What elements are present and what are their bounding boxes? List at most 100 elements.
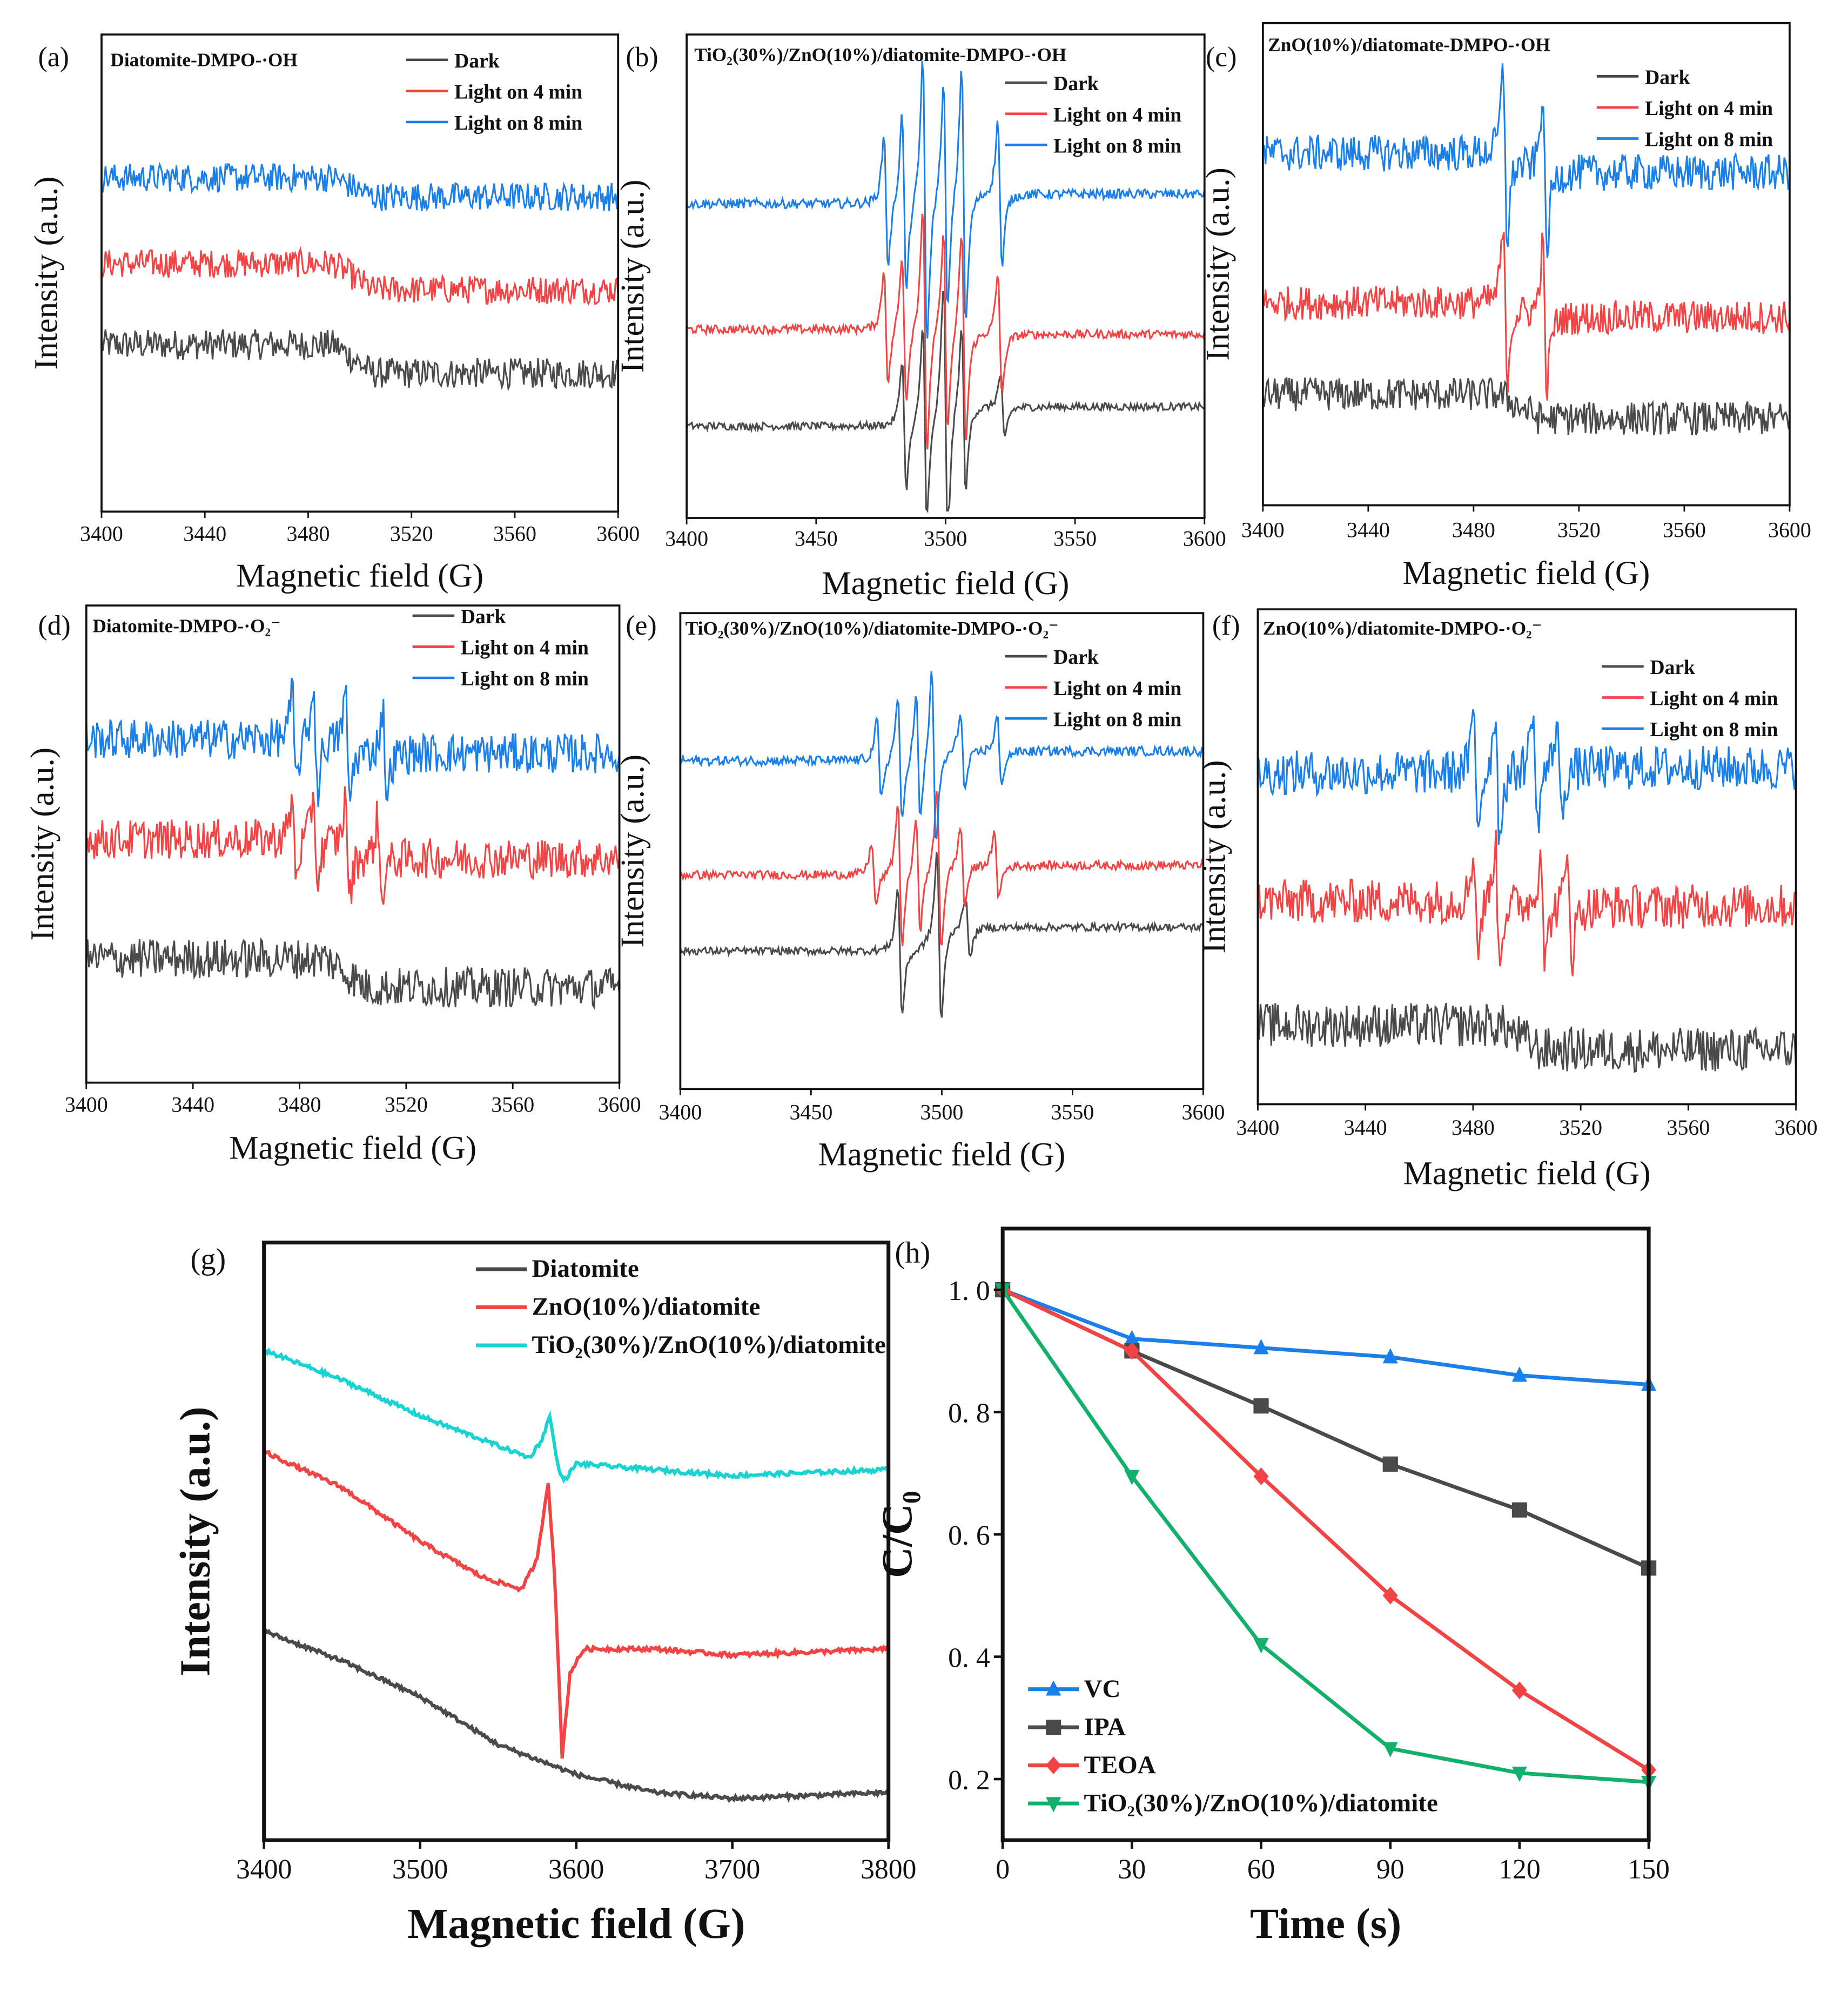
x-tick-label: 3450 (789, 1100, 832, 1124)
panel-c: 3400 3440 3480 3520 3560 3600 Magnetic field (… (1200, 22, 1811, 591)
series-line-vc (1002, 1288, 1649, 1387)
legend-marker-square (1046, 1720, 1061, 1735)
x-axis-label: Magnetic field (G) (1402, 555, 1650, 591)
legend-label: Dark (1645, 66, 1690, 89)
x-tick-label: 90 (1376, 1854, 1405, 1885)
x-tick-label: 3440 (1344, 1115, 1387, 1140)
y-axis-label: Intensity (a.u.) (615, 755, 651, 948)
legend-label: Diatomite (532, 1255, 639, 1283)
legend-label: Light on 4 min (1053, 678, 1181, 700)
panel-title: Diatomite-DMPO-·OH (110, 50, 297, 71)
x-tick-label: 3500 (920, 1100, 963, 1124)
data-point-diamond (1382, 1586, 1398, 1605)
legend-label: Light on 8 min (454, 112, 582, 134)
x-axis-label: Magnetic field (G) (236, 558, 483, 594)
legend-label: Light on 4 min (454, 81, 582, 103)
data-point-triangle-up (1124, 1330, 1140, 1345)
data-point-triangle-down (1511, 1766, 1528, 1782)
legend-marker-triangle-up (1046, 1680, 1061, 1696)
panel-title: ZnO(10%)/diatomate-DMPO-·OH (1268, 34, 1550, 55)
y-axis-label: Intensity (a.u.) (29, 177, 65, 370)
legend-label: ZnO(10%)/diatomite (532, 1293, 760, 1321)
series-line-teoa (1002, 1288, 1650, 1772)
x-tick-label: 3400 (65, 1093, 108, 1117)
panel-label: (g) (190, 1243, 226, 1276)
legend-label: Dark (454, 50, 500, 72)
x-tick-label: 3440 (171, 1093, 214, 1117)
panel-title: TiO₂(30%)/ZnO(10%)/diatomite-DMPO-·O₂⁻ (686, 618, 1059, 639)
x-tick-label: 30 (1118, 1854, 1146, 1885)
x-axis-label: Magnetic field (G) (822, 565, 1069, 602)
spectrum-light-on-8-min (85, 677, 621, 807)
panel-e: 3400 3450 3500 3550 3600 Magnetic field (G) In… (615, 610, 1225, 1173)
y-tick-label: 0. 2 (948, 1765, 990, 1796)
spectrum-light-on-4-min (100, 246, 619, 306)
legend-label: Dark (1053, 646, 1099, 669)
legend-label: TEOA (1084, 1751, 1156, 1779)
legend-label: Light on 4 min (1645, 98, 1773, 120)
x-tick-label: 3560 (1663, 517, 1706, 542)
x-tick-label: 3480 (1452, 517, 1495, 542)
panel-label: (b) (626, 42, 658, 73)
spectrum-dark (100, 329, 619, 392)
data-point-diamond (1511, 1681, 1528, 1700)
x-tick-label: 3800 (861, 1854, 916, 1885)
legend-marker-triangle-down (1046, 1797, 1061, 1813)
spectrum-dark (1256, 1002, 1797, 1073)
x-tick-label: 3400 (665, 527, 708, 551)
legend-label: Light on 8 min (1650, 719, 1778, 741)
y-axis-label: Intensity (a.u.) (615, 179, 651, 373)
x-tick-label: 3440 (1347, 517, 1390, 542)
spectrum-light-on-4-min (85, 786, 621, 905)
panel-label: (f) (1212, 610, 1240, 641)
x-tick-label: 3400 (1241, 517, 1285, 542)
legend-label: TiO₂(30%)/ZnO(10%)/diatomite (1084, 1789, 1438, 1817)
legend-label: TiO₂(30%)/ZnO(10%)/diatomite (532, 1331, 885, 1359)
legend-label: Dark (1650, 657, 1695, 679)
panel-label: (e) (626, 610, 656, 641)
legend-label: Dark (461, 606, 506, 628)
x-tick-label: 3500 (924, 527, 967, 551)
legend-label: Light on 8 min (1053, 135, 1181, 157)
x-tick-label: 3520 (1557, 517, 1601, 542)
series-line-1 (263, 1450, 889, 1759)
spectrum-light-on-4-min (686, 213, 1206, 450)
x-tick-label: 3560 (491, 1093, 534, 1117)
legend-label: VC (1084, 1675, 1121, 1703)
plot-frame (85, 604, 621, 1084)
plot-frame (1261, 22, 1791, 507)
legend-label: Light on 4 min (461, 637, 589, 659)
x-tick-label: 3700 (704, 1854, 760, 1885)
panel-h: 0 30 60 90 120 150 0. 2 0. 4 0. 6 0. 8 1. 0 Time (s… (873, 1227, 1670, 1948)
x-tick-label: 3560 (1666, 1115, 1710, 1140)
x-tick-label: 120 (1498, 1854, 1541, 1885)
spectrum-light-on-8-min (680, 671, 1204, 840)
y-axis-label: Intensity (a.u.) (172, 1406, 219, 1676)
spectrum-dark (679, 852, 1204, 1018)
x-tick-label: 3440 (183, 521, 226, 545)
panel-g: 3400 3500 3600 3700 3800 Magnetic field (G) In… (172, 1241, 916, 1948)
x-axis-label: Magnetic field (G) (229, 1130, 476, 1167)
spectrum-dark (85, 937, 621, 1010)
x-axis-label: Magnetic field (G) (407, 1900, 745, 1948)
x-tick-label: 3400 (236, 1854, 292, 1885)
y-tick-label: 0. 8 (948, 1398, 990, 1429)
x-axis-label: Time (s) (1250, 1900, 1401, 1948)
data-point-square (1511, 1502, 1528, 1518)
x-tick-label: 3550 (1051, 1100, 1094, 1124)
spectrum-light-on-8-min (686, 60, 1206, 339)
x-tick-label: 3500 (392, 1854, 448, 1885)
panel-label: (d) (38, 610, 70, 641)
x-tick-label: 3520 (390, 521, 433, 545)
legend-label: Light on 8 min (1645, 129, 1773, 151)
panel-d: 3400 3440 3480 3520 3560 3600 Magnetic field (… (25, 604, 641, 1167)
panel-b: 3400 3450 3500 3550 3600 Magnetic field (G) In… (615, 33, 1226, 602)
spectrum-light-on-8-min (100, 161, 619, 212)
plot-frame (1256, 608, 1797, 1106)
data-point-triangle-down (1253, 1638, 1269, 1654)
x-tick-label: 3600 (1181, 1100, 1225, 1124)
x-tick-label: 150 (1628, 1854, 1670, 1885)
x-tick-label: 0 (996, 1854, 1010, 1885)
data-point-triangle-down (1124, 1470, 1140, 1485)
x-tick-label: 3600 (548, 1854, 604, 1885)
